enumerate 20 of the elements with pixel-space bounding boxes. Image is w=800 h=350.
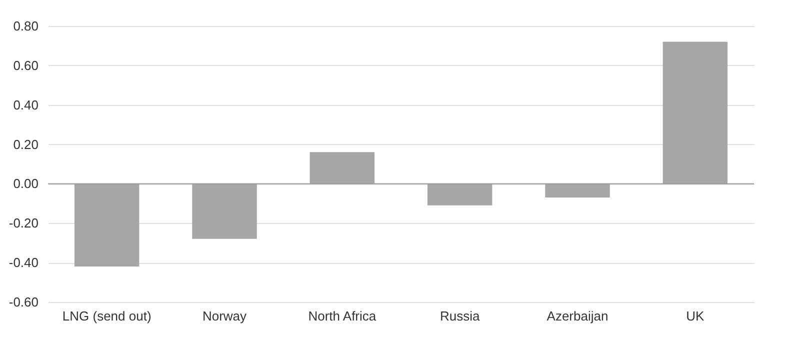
bar (662, 42, 728, 184)
y-tick-label: -0.40 (8, 255, 38, 270)
x-tick-label: UK (686, 308, 705, 324)
x-tick-label: Norway (202, 308, 248, 324)
bar (192, 184, 257, 239)
y-tick-label: -0.60 (8, 294, 38, 310)
y-tick-label: 0.20 (13, 136, 38, 152)
y-tick-label: 0.80 (13, 18, 38, 34)
y-tick-label: 0.00 (13, 176, 38, 192)
x-tick-label: LNG (send out) (62, 308, 152, 324)
y-tick-label: 0.60 (13, 58, 38, 73)
bar (427, 184, 492, 206)
x-tick-label: Azerbaijan (546, 308, 608, 324)
bar (310, 152, 375, 184)
x-tick-label: North Africa (308, 308, 377, 324)
y-tick-label: -0.20 (8, 216, 38, 231)
x-tick-label: Russia (440, 308, 480, 324)
y-tick-label: 0.40 (13, 97, 38, 112)
bar (545, 184, 610, 198)
bar (74, 184, 140, 267)
